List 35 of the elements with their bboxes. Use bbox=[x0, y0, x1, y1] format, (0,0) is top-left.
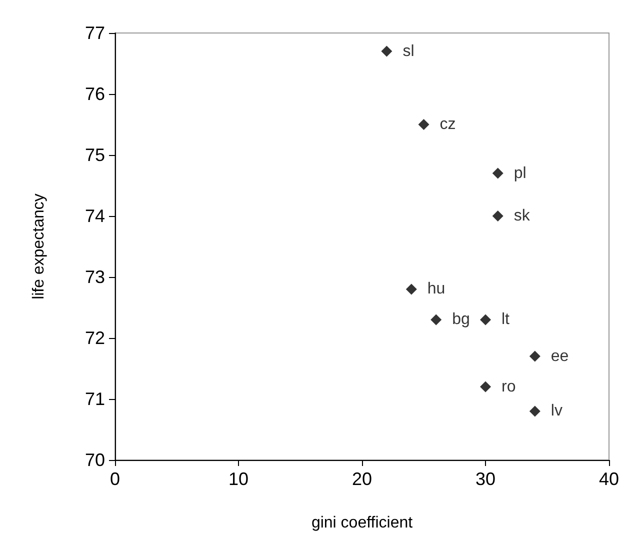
y-axis-title: life expectancy bbox=[30, 194, 48, 300]
point bbox=[406, 284, 417, 295]
y-tick-label: 74 bbox=[84, 206, 105, 226]
annotation: hu bbox=[427, 280, 446, 298]
y-tick-label: 75 bbox=[84, 145, 105, 165]
annotation: lv bbox=[550, 402, 562, 420]
point bbox=[430, 314, 442, 326]
point bbox=[492, 210, 504, 222]
annotation: sl bbox=[402, 42, 414, 60]
x-tick-label: 10 bbox=[228, 469, 249, 489]
point bbox=[381, 46, 392, 57]
annotation: lt bbox=[502, 311, 510, 328]
annotation: pl bbox=[514, 164, 526, 182]
y-tick-label: 76 bbox=[84, 84, 105, 104]
x-tick-label: 30 bbox=[475, 469, 496, 489]
point bbox=[529, 406, 540, 417]
y-tick-label: 77 bbox=[84, 23, 105, 43]
annotation: ee bbox=[550, 348, 569, 365]
point bbox=[480, 381, 491, 392]
point bbox=[529, 350, 540, 362]
annotation: sk bbox=[514, 208, 531, 224]
x-axis-title: gini coefficient bbox=[311, 514, 414, 532]
y-tick-label: 71 bbox=[84, 389, 105, 409]
x-tick-label: 0 bbox=[110, 469, 120, 489]
point bbox=[492, 168, 504, 179]
y-tick-label: 70 bbox=[84, 450, 105, 470]
annotation: bg bbox=[452, 311, 470, 328]
y-tick-label: 73 bbox=[84, 267, 105, 287]
point bbox=[480, 314, 491, 326]
point bbox=[418, 119, 430, 130]
x-tick-label: 40 bbox=[598, 469, 620, 489]
annotation: cz bbox=[440, 116, 456, 133]
y-tick-label: 72 bbox=[84, 328, 105, 348]
x-tick-label: 20 bbox=[352, 469, 372, 489]
annotation: ro bbox=[502, 378, 516, 396]
